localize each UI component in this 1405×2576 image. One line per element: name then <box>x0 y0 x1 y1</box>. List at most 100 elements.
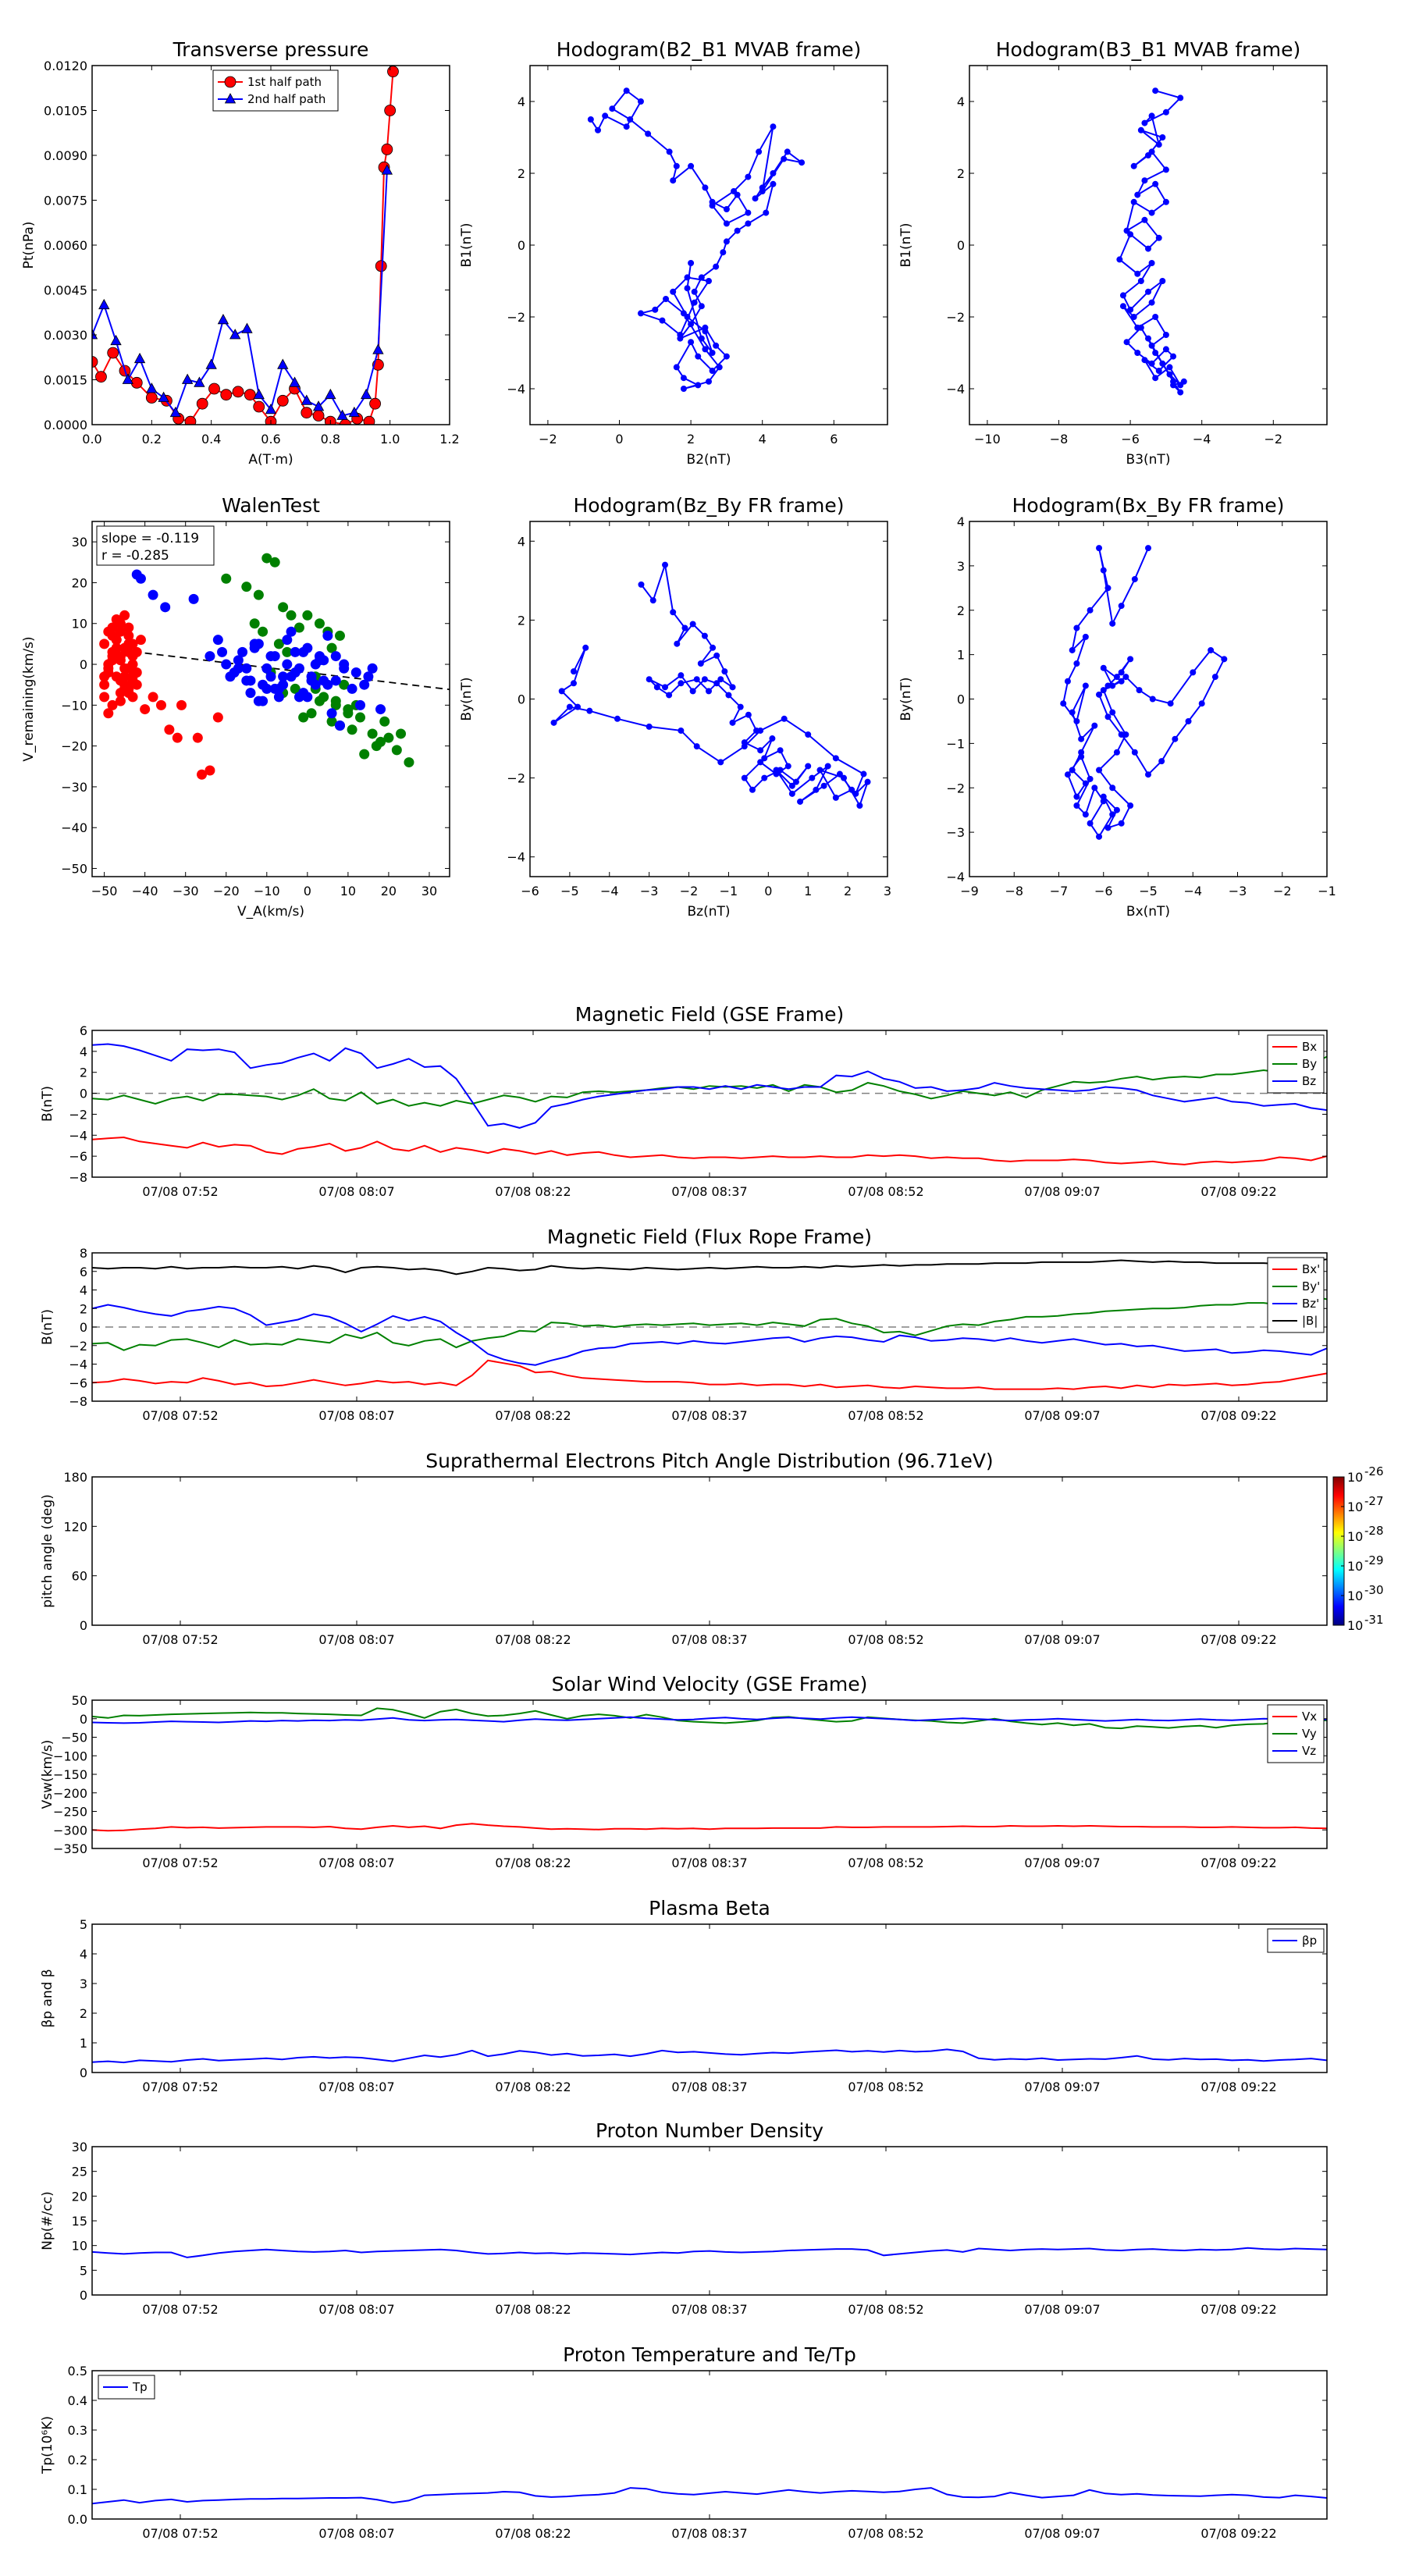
chart-title: Hodogram(Bx_By FR frame) <box>1012 494 1285 517</box>
series-0 <box>92 2247 1327 2258</box>
data-point <box>339 659 350 670</box>
y-tick-label: −2 <box>507 771 525 786</box>
data-point <box>809 774 816 781</box>
colorbar-exponent: -29 <box>1364 1553 1384 1567</box>
data-point <box>277 358 289 369</box>
data-point <box>1167 700 1174 707</box>
x-tick-label: 07/08 09:22 <box>1200 2080 1276 2094</box>
y-axis-label: By(nT) <box>898 677 914 720</box>
data-point <box>1100 793 1107 800</box>
data-point <box>273 639 284 649</box>
data-point <box>115 696 126 706</box>
data-point <box>761 755 768 762</box>
x-tick-label: 07/08 08:07 <box>318 2080 394 2094</box>
x-tick-label: −10 <box>974 432 1001 447</box>
data-point <box>723 220 730 227</box>
x-tick-label: 07/08 09:07 <box>1024 2302 1100 2317</box>
data-point <box>350 667 361 678</box>
data-point <box>282 635 293 646</box>
y-tick-label: −4 <box>946 382 965 397</box>
data-point <box>1073 660 1080 667</box>
data-point <box>697 660 704 667</box>
data-point <box>761 774 768 781</box>
data-point <box>310 659 321 670</box>
data-point <box>832 794 839 801</box>
x-tick-label: 07/08 09:22 <box>1200 1856 1276 1870</box>
plot-area <box>92 2247 1327 2258</box>
data-point <box>1104 585 1112 592</box>
data-point <box>379 716 390 727</box>
x-tick-label: 07/08 08:07 <box>318 2302 394 2317</box>
chart-h3: Hodogram(Bz_By FR frame) −4 −2 0 2 4 −6 −5 −4 −3 −… <box>459 494 891 920</box>
y-tick-label: −100 <box>53 1749 87 1763</box>
data-point <box>367 663 378 674</box>
series-line <box>92 2487 1327 2505</box>
data-point <box>367 728 378 739</box>
data-point <box>688 339 695 346</box>
legend-label: Vy <box>1302 1727 1317 1741</box>
legend-label: Bx' <box>1302 1262 1320 1276</box>
data-point <box>1123 227 1130 234</box>
y-tick-label: 3 <box>80 1976 87 1991</box>
data-point <box>734 191 741 198</box>
legend: Bx By Bz <box>1267 1034 1325 1094</box>
chart-b_gse: Magnetic Field (GSE Frame) −8 −6 −4 −2 0 2 4 6 07… <box>40 1003 1328 1199</box>
x-tick-label: −5 <box>560 884 579 898</box>
data-point <box>92 356 98 368</box>
x-tick-label: 07/08 08:07 <box>318 1856 394 1870</box>
data-point <box>99 639 110 649</box>
data-point <box>1130 198 1137 205</box>
x-tick-label: −4 <box>1183 884 1202 898</box>
data-point <box>781 715 788 722</box>
y-tick-label: 20 <box>72 2189 87 2204</box>
y-tick-label: 0.0105 <box>44 104 87 119</box>
y-tick-label: −50 <box>61 1731 87 1745</box>
series-line <box>92 1707 1327 1730</box>
data-point <box>1148 112 1155 119</box>
legend-label: Vz <box>1302 1744 1316 1758</box>
data-point <box>1137 324 1144 331</box>
data-point <box>756 148 763 155</box>
chart-beta: Plasma Beta 0 1 2 3 4 5 07/08 07:52 07/08 08:07 0… <box>40 1897 1328 2094</box>
data-point <box>278 679 289 690</box>
y-tick-label: 1 <box>80 2036 87 2051</box>
data-point <box>713 342 720 349</box>
data-point <box>181 373 194 384</box>
y-tick-label: −10 <box>61 698 87 713</box>
data-point <box>306 671 317 682</box>
x-tick-label: 2 <box>687 432 695 447</box>
y-axis-label: B(nT) <box>40 1086 55 1122</box>
data-point <box>1087 775 1094 782</box>
data-point <box>1177 382 1184 389</box>
data-point <box>1078 753 1085 760</box>
data-point <box>1166 371 1173 378</box>
x-tick-label: 07/08 08:52 <box>848 1632 923 1647</box>
x-tick-label: 0 <box>304 884 311 898</box>
data-point <box>1130 162 1137 169</box>
data-point <box>253 696 264 706</box>
plot-frame <box>529 521 888 877</box>
data-point <box>339 679 350 690</box>
colorbar-label: 10 <box>1347 1589 1363 1603</box>
x-tick-label: 07/08 08:22 <box>495 1856 571 1870</box>
chart-title: Transverse pressure <box>173 38 369 61</box>
data-point <box>384 105 397 116</box>
data-point <box>391 745 402 756</box>
data-point <box>387 66 399 78</box>
x-tick-label: 07/08 08:07 <box>318 2526 394 2541</box>
x-tick-label: −10 <box>254 884 280 898</box>
data-point <box>1118 731 1125 738</box>
colorbar-exponent: -28 <box>1364 1524 1384 1538</box>
data-point <box>1134 270 1141 277</box>
data-point <box>1118 820 1125 827</box>
data-point <box>92 329 98 340</box>
data-point <box>702 184 709 191</box>
data-point <box>273 692 284 703</box>
data-point <box>832 755 839 762</box>
data-point <box>720 249 727 256</box>
y-tick-label: 4 <box>518 94 525 109</box>
series-0 <box>1060 545 1228 840</box>
data-point <box>1073 717 1080 724</box>
data-point <box>276 394 289 407</box>
y-tick-label: 2 <box>518 613 525 628</box>
